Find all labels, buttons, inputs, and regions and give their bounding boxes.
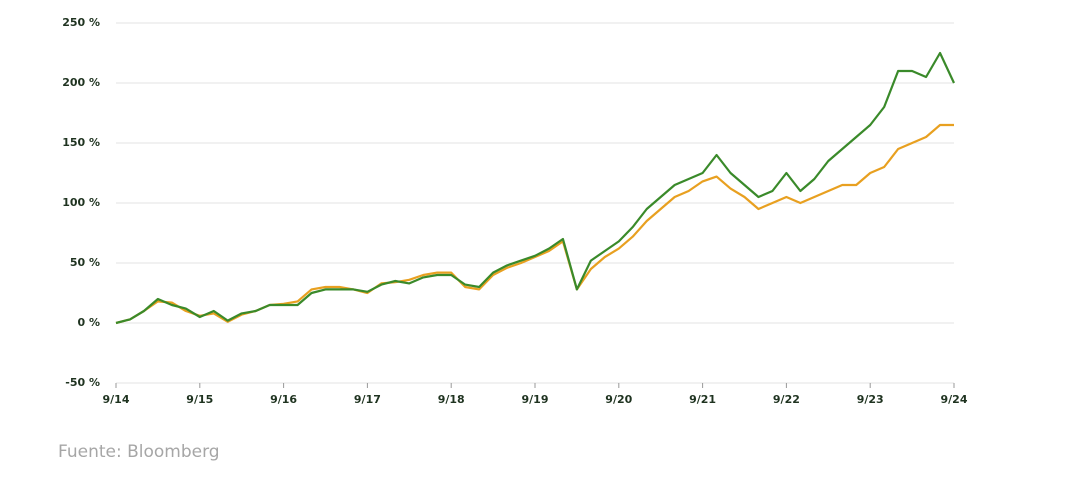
y-tick-label: -50 % bbox=[65, 376, 100, 389]
x-tick-label: 9/24 bbox=[941, 393, 968, 406]
y-tick-label: 200 % bbox=[62, 76, 100, 89]
y-tick-label: 150 % bbox=[62, 136, 100, 149]
x-tick-label: 9/21 bbox=[689, 393, 716, 406]
x-tick-label: 9/19 bbox=[522, 393, 549, 406]
y-tick-label: 250 % bbox=[62, 16, 100, 29]
series-line bbox=[115, 51, 955, 325]
x-tick-label: 9/23 bbox=[857, 393, 884, 406]
x-tick-label: 9/18 bbox=[438, 393, 465, 406]
x-tick-label: 9/14 bbox=[103, 393, 130, 406]
x-tick-label: 9/17 bbox=[354, 393, 381, 406]
series-line bbox=[115, 123, 954, 325]
x-tick-label: 9/16 bbox=[270, 393, 297, 406]
x-tick-label: 9/20 bbox=[605, 393, 632, 406]
x-tick-label: 9/22 bbox=[773, 393, 800, 406]
y-tick-label: 0 % bbox=[77, 316, 100, 329]
x-tick-label: 9/15 bbox=[186, 393, 213, 406]
source-note: Fuente: Bloomberg bbox=[58, 442, 220, 462]
y-tick-label: 100 % bbox=[62, 196, 100, 209]
y-tick-label: 50 % bbox=[70, 256, 100, 269]
